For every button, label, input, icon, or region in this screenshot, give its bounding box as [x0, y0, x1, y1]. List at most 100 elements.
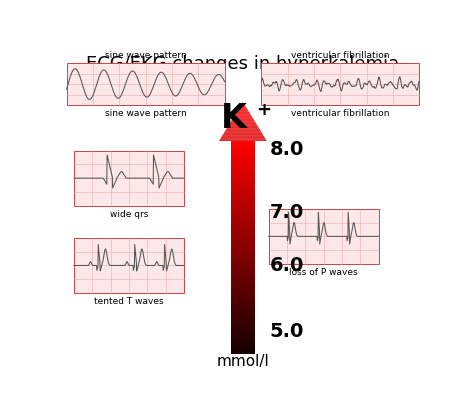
Text: loss of P waves: loss of P waves [290, 268, 358, 277]
Bar [231, 256, 255, 258]
Text: tented T waves: tented T waves [94, 297, 164, 306]
Bar [231, 184, 255, 186]
Bar [231, 258, 255, 260]
Bar [231, 303, 255, 305]
Bar [231, 314, 255, 316]
Bar [231, 297, 255, 299]
Bar [231, 199, 255, 201]
Bar [231, 252, 255, 254]
Polygon shape [221, 137, 265, 138]
Bar [231, 292, 255, 295]
Bar [231, 211, 255, 213]
Bar [231, 209, 255, 211]
Bar [231, 273, 255, 276]
Bar [231, 186, 255, 188]
Text: sine wave pattern: sine wave pattern [105, 51, 186, 60]
Bar [231, 160, 255, 162]
Bar [231, 284, 255, 286]
Bar [231, 262, 255, 265]
Bar [231, 203, 255, 205]
Polygon shape [228, 126, 258, 127]
Bar [231, 192, 255, 194]
Bar [231, 290, 255, 292]
Bar [231, 327, 255, 329]
Polygon shape [234, 116, 252, 117]
Bar [231, 250, 255, 252]
Polygon shape [237, 110, 248, 111]
Bar [269, 209, 379, 264]
Bar [231, 341, 255, 344]
Bar [74, 151, 184, 206]
Text: +: + [255, 101, 271, 119]
Polygon shape [237, 111, 249, 112]
Bar [231, 207, 255, 209]
Text: ventricular fibrillation: ventricular fibrillation [291, 109, 390, 118]
Bar [231, 286, 255, 288]
Polygon shape [219, 139, 266, 140]
Bar [261, 63, 419, 105]
Bar [231, 271, 255, 273]
Bar [231, 171, 255, 173]
Bar [231, 228, 255, 231]
Bar [231, 215, 255, 218]
Polygon shape [233, 117, 253, 118]
Bar [231, 339, 255, 341]
Polygon shape [236, 113, 250, 114]
Bar [231, 167, 255, 169]
Polygon shape [225, 130, 261, 131]
Text: 6.0: 6.0 [270, 256, 304, 275]
Bar [231, 197, 255, 199]
Bar [231, 246, 255, 248]
Bar [231, 350, 255, 352]
Bar [231, 280, 255, 282]
Polygon shape [232, 118, 254, 119]
Bar [231, 205, 255, 207]
Bar [231, 179, 255, 181]
Polygon shape [235, 114, 251, 115]
Polygon shape [226, 129, 260, 130]
Polygon shape [221, 136, 264, 137]
Bar [231, 323, 255, 325]
Bar [231, 267, 255, 269]
Bar [231, 276, 255, 278]
Bar [231, 169, 255, 171]
Bar [231, 156, 255, 158]
Bar [231, 141, 255, 143]
Bar [231, 165, 255, 167]
Bar [231, 218, 255, 220]
Bar [231, 201, 255, 203]
Bar [231, 295, 255, 297]
Polygon shape [229, 124, 257, 125]
Bar [231, 288, 255, 290]
Polygon shape [236, 112, 250, 113]
Bar [231, 278, 255, 280]
Text: mmol/l: mmol/l [217, 354, 269, 369]
Bar [231, 333, 255, 335]
Bar [231, 222, 255, 224]
Polygon shape [228, 125, 257, 126]
Bar [231, 337, 255, 339]
Bar [231, 175, 255, 177]
Bar [231, 265, 255, 267]
Bar [231, 312, 255, 314]
Bar [231, 150, 255, 152]
Bar [231, 173, 255, 175]
Bar [231, 231, 255, 233]
Bar [231, 316, 255, 318]
Bar [231, 318, 255, 320]
Polygon shape [227, 128, 259, 129]
Polygon shape [230, 122, 256, 123]
Bar [231, 143, 255, 145]
Bar [231, 233, 255, 235]
Polygon shape [238, 108, 247, 109]
Bar [231, 331, 255, 333]
Bar [231, 241, 255, 244]
Bar [231, 194, 255, 197]
Polygon shape [223, 133, 263, 134]
Bar [231, 152, 255, 154]
Bar [231, 352, 255, 354]
Polygon shape [238, 109, 248, 110]
Polygon shape [227, 127, 259, 128]
Text: 5.0: 5.0 [270, 322, 304, 341]
Polygon shape [239, 107, 246, 108]
